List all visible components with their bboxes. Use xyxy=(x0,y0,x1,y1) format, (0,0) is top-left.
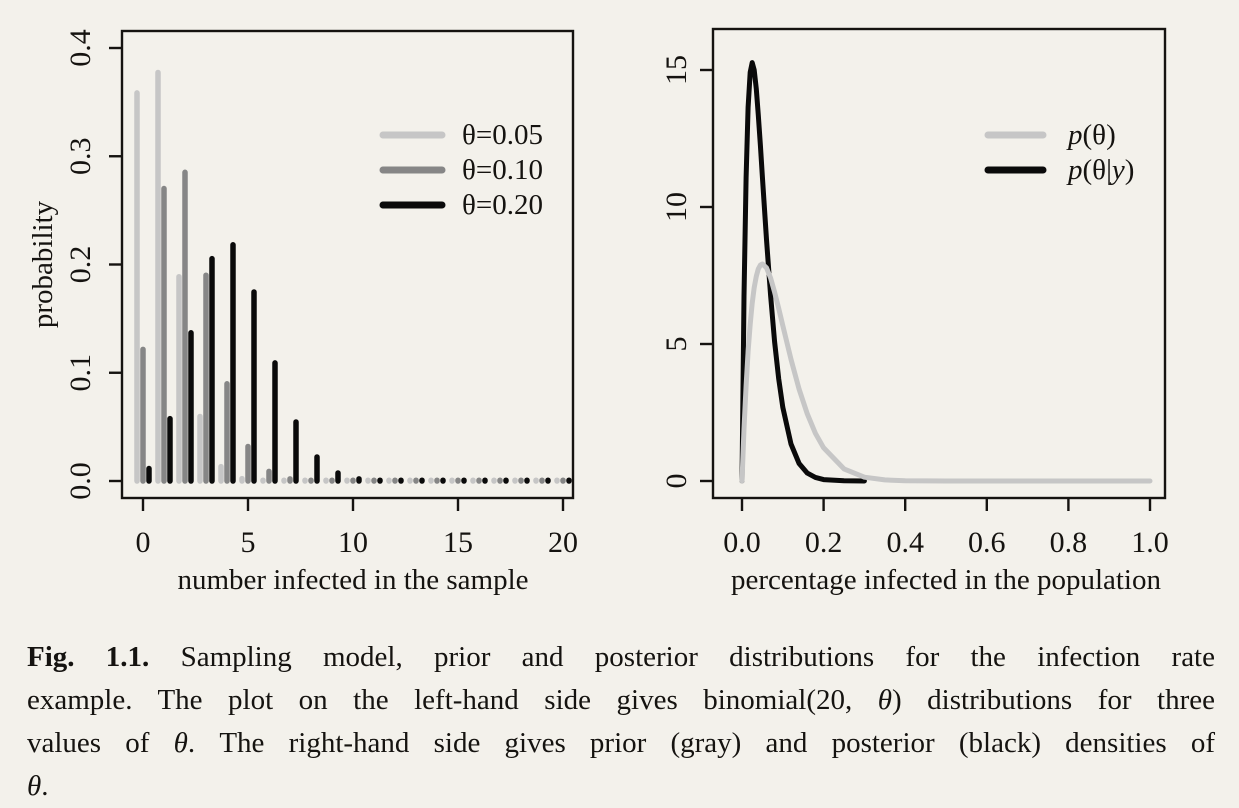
caption-segment: . xyxy=(41,770,49,802)
x-tick-label: 0 xyxy=(136,526,151,559)
x-axis: 0 5 10 15 20 number infected in the sample xyxy=(136,498,578,596)
legend-label: θ=0.20 xyxy=(462,189,543,221)
y-tick-label: 15 xyxy=(660,55,693,85)
legend-item-0: p(θ) xyxy=(984,119,1116,151)
x-tick-label: 0.8 xyxy=(1050,526,1088,559)
caption-line: example. The plot on the left-hand side … xyxy=(27,679,1215,722)
caption-segment: values of xyxy=(27,727,174,759)
x-tick-label: 0.0 xyxy=(723,526,761,559)
legend-label: θ=0.05 xyxy=(462,119,543,151)
x-tick-label: 0.4 xyxy=(886,526,924,559)
figure-caption: Fig. 1.1. Sampling model, prior and post… xyxy=(27,636,1215,808)
y-tick-label: 0.1 xyxy=(64,354,97,392)
caption-segment: θ xyxy=(27,770,42,802)
caption-segment: Sampling model, prior and posterior dist… xyxy=(149,641,1215,673)
y-tick-label: 0.4 xyxy=(64,29,97,67)
prior-posterior-chart: 0.0 0.2 0.4 0.6 0.8 1.0 percentage infected in… xyxy=(660,27,1169,596)
caption-segment: Fig. 1.1. xyxy=(27,641,150,673)
caption-line: θ. xyxy=(27,765,1215,808)
bar-series-1 xyxy=(140,169,566,484)
legend-item-1: p(θ|y) xyxy=(984,154,1134,186)
y-axis-title: probability xyxy=(27,200,59,328)
x-tick-label: 1.0 xyxy=(1131,526,1169,559)
caption-segment: example. The plot on the left-hand side … xyxy=(27,684,878,716)
y-tick-label: 10 xyxy=(660,192,693,222)
y-tick-label: 0.0 xyxy=(64,462,97,500)
caption-line: Fig. 1.1. Sampling model, prior and post… xyxy=(27,636,1215,679)
caption-segment: ) distributions for three xyxy=(892,684,1215,716)
sampling-model-chart: 0 5 10 15 20 number infected in the sample 0.0… xyxy=(27,29,578,596)
y-tick-label: 0.3 xyxy=(64,138,97,176)
x-axis: 0.0 0.2 0.4 0.6 0.8 1.0 percentage infected in… xyxy=(723,498,1169,596)
legend-label: θ=0.10 xyxy=(462,154,543,186)
x-tick-label: 10 xyxy=(338,526,368,559)
caption-segment: θ xyxy=(173,727,188,759)
bar-series-2 xyxy=(146,242,572,484)
density-curve-0 xyxy=(739,261,1153,484)
x-tick-label: 0.2 xyxy=(805,526,843,559)
caption-line: values of θ. The right-hand side gives p… xyxy=(27,722,1215,765)
x-tick-label: 0.6 xyxy=(968,526,1006,559)
y-tick-label: 0 xyxy=(660,474,693,489)
legend-label: p(θ|y) xyxy=(1066,154,1134,186)
legend-item-0: θ=0.05 xyxy=(379,119,543,151)
x-axis-title: percentage infected in the population xyxy=(731,564,1161,596)
y-axis: 0.0 0.1 0.2 0.3 0.4 probability xyxy=(27,29,122,500)
caption-segment: . The right-hand side gives prior (gray)… xyxy=(187,727,1216,759)
x-tick-label: 15 xyxy=(443,526,473,559)
y-axis: 0 5 10 15 xyxy=(660,55,713,489)
plot-frame xyxy=(711,27,1167,500)
y-tick-label: 5 xyxy=(660,337,693,352)
x-axis-title: number infected in the sample xyxy=(177,564,528,596)
legend-item-2: θ=0.20 xyxy=(379,189,543,221)
bar-series-0 xyxy=(134,69,560,484)
legend: θ=0.05θ=0.10θ=0.20 xyxy=(379,119,543,221)
density-curve-1 xyxy=(739,60,867,484)
y-tick-label: 0.2 xyxy=(64,246,97,284)
x-tick-label: 5 xyxy=(241,526,256,559)
legend-item-1: θ=0.10 xyxy=(379,154,543,186)
caption-segment: θ xyxy=(877,684,893,716)
x-tick-label: 20 xyxy=(548,526,578,559)
legend: p(θ)p(θ|y) xyxy=(984,119,1134,186)
legend-label: p(θ) xyxy=(1066,119,1116,151)
